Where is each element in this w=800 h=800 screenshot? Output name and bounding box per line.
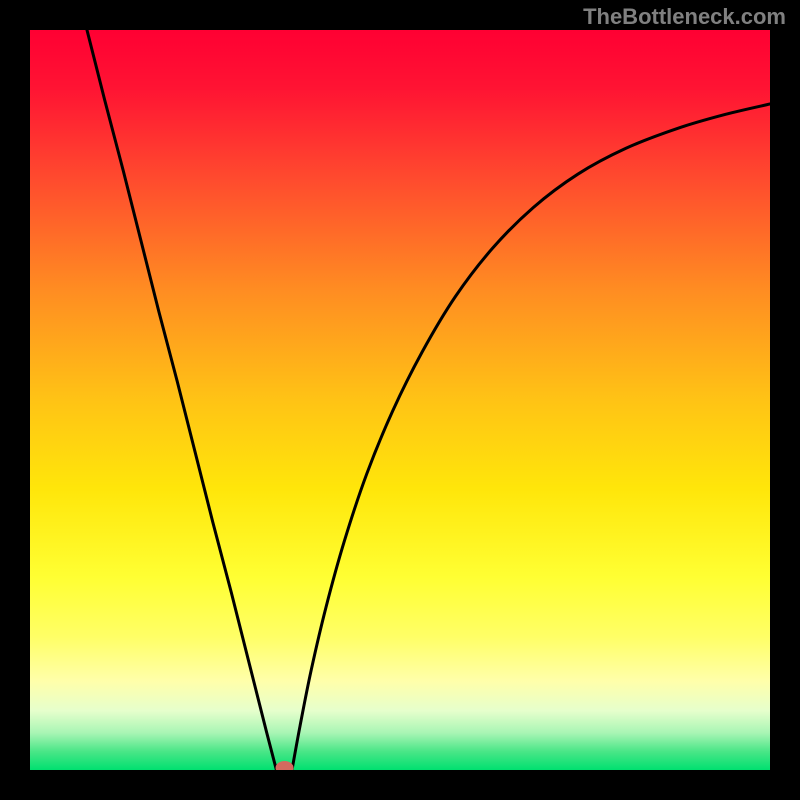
bottleneck-chart [0, 0, 800, 800]
watermark-text: TheBottleneck.com [583, 4, 786, 30]
plot-background [30, 30, 770, 770]
chart-container: TheBottleneck.com [0, 0, 800, 800]
